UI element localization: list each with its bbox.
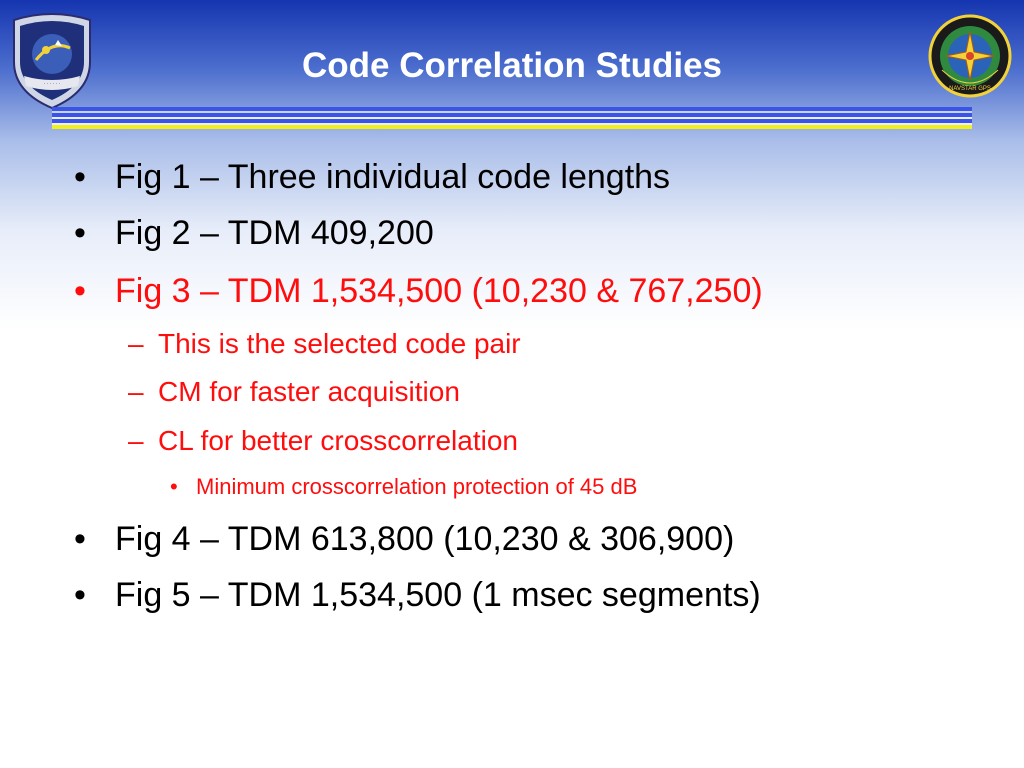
sub-bullet-text: This is the selected code pair	[158, 328, 521, 359]
sub-sub-bullet-text: Minimum crosscorrelation protection of 4…	[196, 474, 638, 499]
navstar-gps-emblem-icon: NAVSTAR GPS	[928, 14, 1012, 98]
sub-bullet-text: CM for faster acquisition	[158, 376, 460, 407]
sub-bullet-text: CL for better crosscorrelation	[158, 425, 518, 456]
divider-gap	[52, 123, 972, 125]
sub-sub-bullet-marker: •	[170, 474, 178, 499]
divider-gap	[52, 111, 972, 113]
divider-gap	[52, 117, 972, 119]
bullet-text: Fig 2 – TDM 409,200	[115, 214, 434, 252]
divider-blue-middle	[52, 113, 972, 117]
bullet-text: Fig 4 – TDM 613,800 (10,230 & 306,900)	[115, 520, 735, 558]
bullet-text: Fig 1 – Three individual code lengths	[115, 158, 671, 196]
bullet-text: Fig 5 – TDM 1,534,500 (1 msec segments)	[115, 576, 761, 614]
air-force-shield-emblem-icon: · · · · · ·	[6, 10, 98, 110]
divider-blue-top	[52, 107, 972, 111]
gps-emblem-ring-text: NAVSTAR GPS	[949, 86, 991, 92]
bullet-marker: •	[74, 576, 86, 614]
bullet-text: Fig 3 – TDM 1,534,500 (10,230 & 767,250)	[115, 272, 763, 310]
divider-yellow	[52, 125, 972, 129]
bullet-marker: •	[74, 272, 86, 310]
sub-bullet-marker: –	[128, 328, 144, 359]
bullet-marker: •	[74, 158, 86, 196]
svg-text:· · · · · ·: · · · · · ·	[44, 81, 61, 87]
bullet-marker: •	[74, 520, 86, 558]
bullet-marker: •	[74, 214, 86, 252]
sub-bullet-marker: –	[128, 376, 144, 407]
title-divider	[52, 107, 972, 129]
slide-title: Code Correlation Studies	[301, 46, 723, 85]
divider-blue-lower	[52, 119, 972, 123]
sub-bullet-marker: –	[128, 425, 144, 456]
